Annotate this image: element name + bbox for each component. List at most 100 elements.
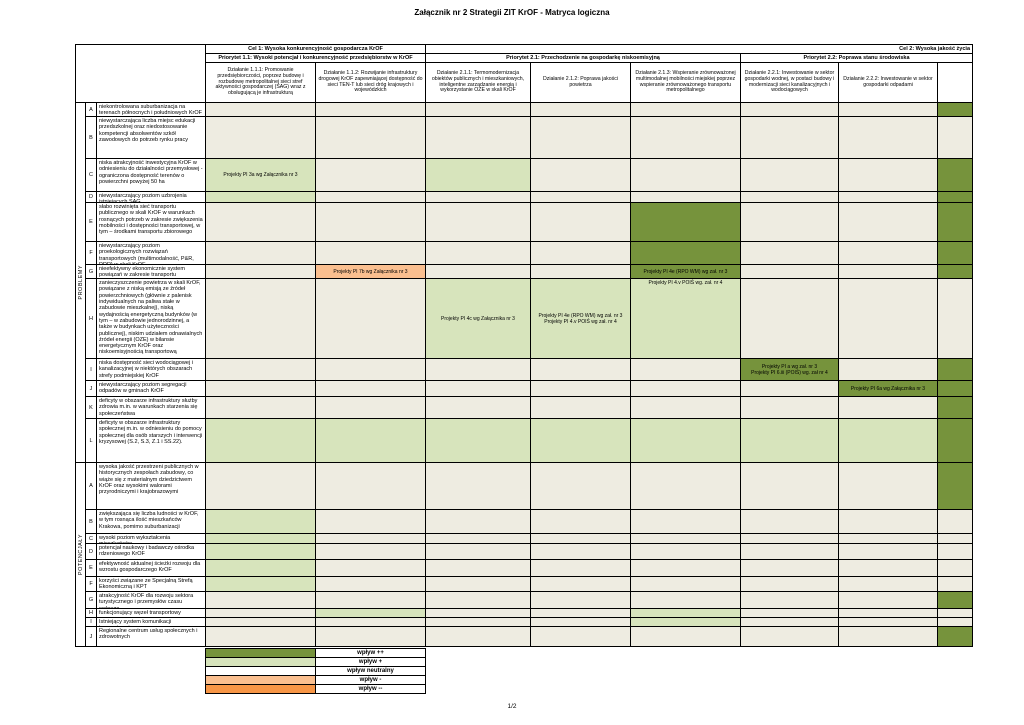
impact-cell bbox=[631, 627, 741, 647]
impact-cell bbox=[426, 544, 531, 560]
priority-1-1-header: Priorytet 1.1: Wysoki potencjał i konkur… bbox=[206, 54, 426, 63]
impact-cell: Projekty PI 3a wg Załącznika nr 3 bbox=[206, 159, 316, 192]
priority-2-2-header: Priorytet 2.2: Poprawa stanu środowiska bbox=[741, 54, 973, 63]
impact-cell bbox=[316, 463, 426, 510]
impact-cell bbox=[531, 618, 631, 627]
action-2-1-1-header: Działanie 2.1.1: Termomodernizacja obiek… bbox=[426, 63, 531, 103]
impact-cell bbox=[741, 117, 839, 159]
impact-cell bbox=[426, 609, 531, 618]
impact-cell bbox=[531, 560, 631, 577]
impact-cell bbox=[839, 627, 938, 647]
impact-cell bbox=[426, 534, 531, 544]
project-reference: Projekty PI 4.v POIŚ wg zał. nr 4 bbox=[544, 318, 617, 325]
group-label: PROBLEMY bbox=[76, 103, 86, 463]
goal-2-header: Cel 2: Wysoka jakość życia bbox=[426, 45, 973, 54]
row-description: niewystarczająca liczba miejsc edukacji … bbox=[97, 117, 206, 159]
row-letter: J bbox=[86, 627, 97, 647]
impact-cell bbox=[741, 203, 839, 242]
impact-cell bbox=[741, 397, 839, 419]
impact-cell bbox=[938, 203, 973, 242]
impact-cell bbox=[631, 510, 741, 534]
impact-cell bbox=[938, 117, 973, 159]
impact-cell bbox=[839, 534, 938, 544]
impact-cell bbox=[631, 203, 741, 242]
impact-cell bbox=[938, 359, 973, 381]
row-description: zanieczyszczenie powietrza w skali KrOF,… bbox=[97, 279, 206, 359]
row-letter: B bbox=[86, 510, 97, 534]
impact-cell bbox=[426, 419, 531, 463]
impact-cell bbox=[426, 159, 531, 192]
legend-row: wpływ - bbox=[206, 676, 426, 685]
row-description: niewystarczający poziom proekologicznych… bbox=[97, 242, 206, 265]
impact-cell: Projekty PI 6a wg Załącznika nr 3 bbox=[839, 381, 938, 397]
impact-cell: Projekty PI 7b wg Załącznika nr 3 bbox=[316, 265, 426, 279]
impact-cell bbox=[531, 627, 631, 647]
impact-cell bbox=[741, 463, 839, 510]
impact-cell bbox=[631, 618, 741, 627]
action-2-1-3-header: Działanie 2.1.3: Wspieranie zrównoważone… bbox=[631, 63, 741, 103]
impact-cell bbox=[316, 381, 426, 397]
impact-cell bbox=[938, 279, 973, 359]
impact-cell bbox=[839, 609, 938, 618]
impact-cell bbox=[206, 419, 316, 463]
impact-cell bbox=[206, 359, 316, 381]
impact-cell bbox=[938, 544, 973, 560]
impact-cell bbox=[531, 463, 631, 510]
impact-cell bbox=[206, 397, 316, 419]
impact-cell bbox=[631, 397, 741, 419]
row-letter: F bbox=[86, 577, 97, 592]
action-2-1-2-header: Działanie 2.1.2: Poprawa jakości powietr… bbox=[531, 63, 631, 103]
impact-cell bbox=[316, 534, 426, 544]
impact-cell bbox=[531, 419, 631, 463]
impact-cell bbox=[938, 397, 973, 419]
impact-cell bbox=[839, 103, 938, 117]
impact-cell bbox=[206, 592, 316, 609]
impact-cell bbox=[426, 117, 531, 159]
legend-color-swatch bbox=[206, 658, 316, 667]
impact-cell bbox=[741, 265, 839, 279]
row-description: wysoki poziom wykształcenia mieszkańców bbox=[97, 534, 206, 544]
row-description: wysoka jakość przestrzeni publicznych w … bbox=[97, 463, 206, 510]
impact-cell bbox=[741, 242, 839, 265]
impact-cell bbox=[531, 159, 631, 192]
impact-cell bbox=[531, 510, 631, 534]
impact-cell bbox=[316, 544, 426, 560]
action-1-1-2-header: Działanie 1.1.2: Rozwijanie infrastruktu… bbox=[316, 63, 426, 103]
impact-cell bbox=[631, 592, 741, 609]
impact-cell bbox=[938, 534, 973, 544]
impact-cell bbox=[206, 627, 316, 647]
impact-cell bbox=[206, 510, 316, 534]
impact-cell bbox=[839, 192, 938, 203]
impact-cell bbox=[426, 397, 531, 419]
impact-cell bbox=[938, 618, 973, 627]
impact-cell bbox=[316, 117, 426, 159]
group-label: POTENCJAŁY bbox=[76, 463, 86, 647]
impact-cell bbox=[741, 103, 839, 117]
impact-cell bbox=[741, 577, 839, 592]
project-reference: Projekty PI 6a wg Załącznika nr 3 bbox=[850, 385, 926, 392]
impact-cell bbox=[938, 419, 973, 463]
impact-cell bbox=[426, 103, 531, 117]
impact-cell bbox=[631, 560, 741, 577]
row-description: słabo rozwinięta sieć transportu publicz… bbox=[97, 203, 206, 242]
impact-cell bbox=[839, 397, 938, 419]
impact-cell bbox=[426, 203, 531, 242]
project-reference: Projekty PI 4e (RPO WM) wg zał. nr 3 bbox=[538, 312, 623, 319]
impact-cell bbox=[206, 117, 316, 159]
impact-cell: Projekty PI a wg zał. nr 3 Projekty PI 6.… bbox=[741, 359, 839, 381]
row-description: niewystarczający poziom uzbrojenia istni… bbox=[97, 192, 206, 203]
impact-cell bbox=[316, 203, 426, 242]
row-letter: H bbox=[86, 279, 97, 359]
impact-cell bbox=[938, 265, 973, 279]
impact-cell bbox=[426, 577, 531, 592]
row-letter: K bbox=[86, 397, 97, 419]
impact-cell bbox=[426, 381, 531, 397]
impact-cell bbox=[938, 592, 973, 609]
